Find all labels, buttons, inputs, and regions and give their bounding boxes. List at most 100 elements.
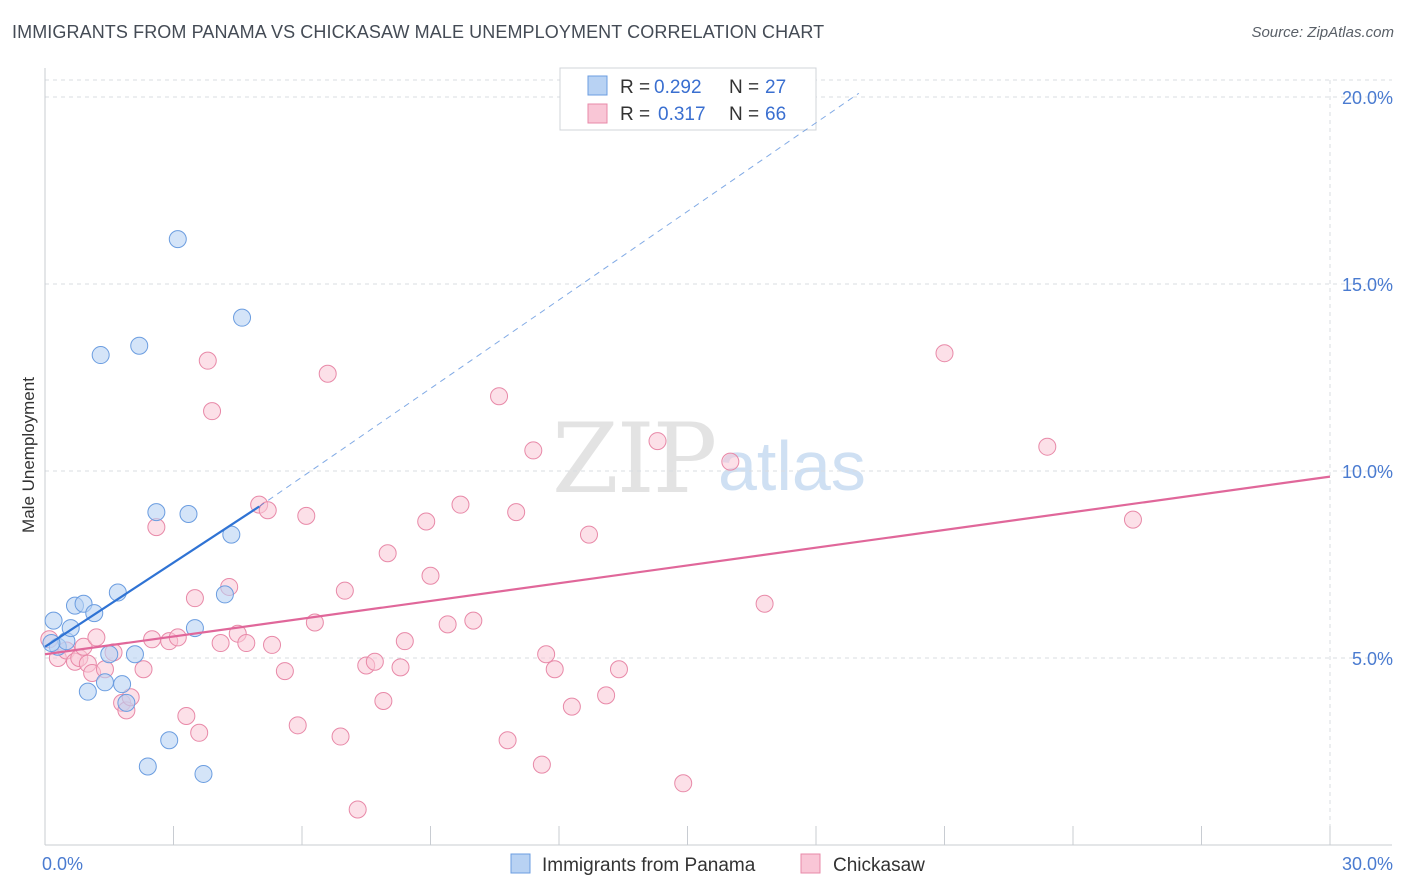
point-chickasaw	[177, 706, 196, 725]
y-tick-labels: 5.0% 10.0% 15.0% 20.0%	[1342, 88, 1393, 669]
point-chickasaw	[562, 697, 581, 716]
legend-swatch-panama	[587, 75, 608, 96]
trend-line-chickasaw	[44, 475, 1331, 656]
point-panama	[44, 611, 63, 630]
point-panama	[95, 673, 114, 692]
point-panama	[125, 645, 144, 664]
point-chickasaw	[198, 351, 217, 370]
point-chickasaw	[674, 774, 693, 793]
point-chickasaw	[490, 387, 509, 406]
point-chickasaw	[185, 589, 204, 608]
point-chickasaw	[395, 632, 414, 651]
trend-line-panama-extension	[258, 92, 860, 507]
series-legend-label-panama: Immigrants from Panama	[542, 855, 756, 876]
y-tick-label: 20.0%	[1342, 88, 1393, 108]
point-panama	[91, 346, 110, 365]
point-panama	[117, 693, 136, 712]
series-legend-swatch-panama	[510, 853, 531, 874]
legend-r-value-panama: 0.292	[654, 77, 702, 98]
point-chickasaw	[498, 731, 517, 750]
point-panama	[138, 757, 157, 776]
y-axis-label: Male Unemployment	[19, 377, 38, 533]
series-legend-label-chickasaw: Chickasaw	[833, 855, 925, 876]
point-chickasaw	[464, 611, 483, 630]
axes	[44, 68, 1392, 846]
point-chickasaw	[545, 660, 564, 679]
point-chickasaw	[288, 716, 307, 735]
point-chickasaw	[318, 364, 337, 383]
point-panama	[179, 505, 198, 524]
point-panama	[160, 731, 179, 750]
point-chickasaw	[721, 452, 740, 471]
point-chickasaw	[134, 660, 153, 679]
point-chickasaw	[417, 512, 436, 531]
point-chickasaw	[348, 800, 367, 819]
legend-swatch-chickasaw	[587, 103, 608, 124]
point-panama	[233, 308, 252, 327]
y-tick-label: 5.0%	[1352, 649, 1393, 669]
point-chickasaw	[263, 635, 282, 654]
legend-n-value-chickasaw: 66	[765, 104, 786, 125]
point-chickasaw	[579, 525, 598, 544]
point-chickasaw	[203, 402, 222, 421]
legend-n-value-panama: 27	[765, 77, 786, 98]
point-chickasaw	[648, 432, 667, 451]
legend-r-label-panama: R =	[620, 77, 650, 98]
point-chickasaw	[275, 662, 294, 681]
point-chickasaw	[391, 658, 410, 677]
point-chickasaw	[609, 660, 628, 679]
point-chickasaw	[374, 692, 393, 711]
point-panama	[100, 645, 119, 664]
point-panama	[113, 675, 132, 694]
trend-line-panama	[44, 505, 260, 648]
point-chickasaw	[365, 652, 384, 671]
y-tick-label: 10.0%	[1342, 462, 1393, 482]
point-chickasaw	[935, 344, 954, 363]
point-chickasaw	[597, 686, 616, 705]
data-points	[40, 230, 1142, 819]
point-chickasaw	[147, 518, 166, 537]
point-chickasaw	[438, 615, 457, 634]
point-chickasaw	[335, 581, 354, 600]
x-tick-label: 0.0%	[42, 854, 83, 874]
point-chickasaw	[331, 727, 350, 746]
watermark: ZIP atlas	[552, 403, 866, 515]
point-chickasaw	[507, 503, 526, 522]
point-chickasaw	[537, 645, 556, 664]
legend-n-label-chickasaw: N =	[729, 104, 759, 125]
correlation-legend: R = 0.292 N = 27 R = 0.317 N = 66	[559, 67, 817, 131]
point-panama	[130, 336, 149, 355]
point-chickasaw	[532, 755, 551, 774]
point-chickasaw	[524, 441, 543, 460]
point-panama	[215, 585, 234, 604]
watermark-zip: ZIP	[552, 403, 715, 515]
legend-n-label-panama: N =	[729, 77, 759, 98]
point-chickasaw	[451, 495, 470, 514]
point-panama	[222, 525, 241, 544]
point-chickasaw	[258, 501, 277, 520]
point-chickasaw	[1038, 437, 1057, 456]
point-chickasaw	[190, 723, 209, 742]
chart-title: IMMIGRANTS FROM PANAMA VS CHICKASAW MALE…	[12, 22, 825, 42]
point-chickasaw	[421, 566, 440, 585]
series-legend-swatch-chickasaw	[800, 853, 821, 874]
point-chickasaw	[1123, 510, 1142, 529]
point-panama	[168, 230, 187, 249]
point-chickasaw	[297, 506, 316, 525]
point-panama	[194, 764, 213, 783]
point-panama	[147, 503, 166, 522]
point-chickasaw	[378, 544, 397, 563]
legend-r-value-chickasaw: 0.317	[658, 104, 706, 125]
series-legend: Immigrants from Panama Chickasaw	[510, 853, 925, 876]
point-chickasaw	[755, 594, 774, 613]
x-tick-label: 30.0%	[1342, 854, 1393, 874]
point-chickasaw	[237, 634, 256, 653]
watermark-atlas: atlas	[718, 427, 866, 505]
point-panama	[78, 682, 97, 701]
x-tick-labels: 0.0% 30.0%	[42, 854, 1393, 874]
y-tick-label: 15.0%	[1342, 275, 1393, 295]
legend-r-label-chickasaw: R =	[620, 104, 650, 125]
chart-source: Source: ZipAtlas.com	[1251, 24, 1394, 41]
trend-lines	[44, 92, 1331, 656]
